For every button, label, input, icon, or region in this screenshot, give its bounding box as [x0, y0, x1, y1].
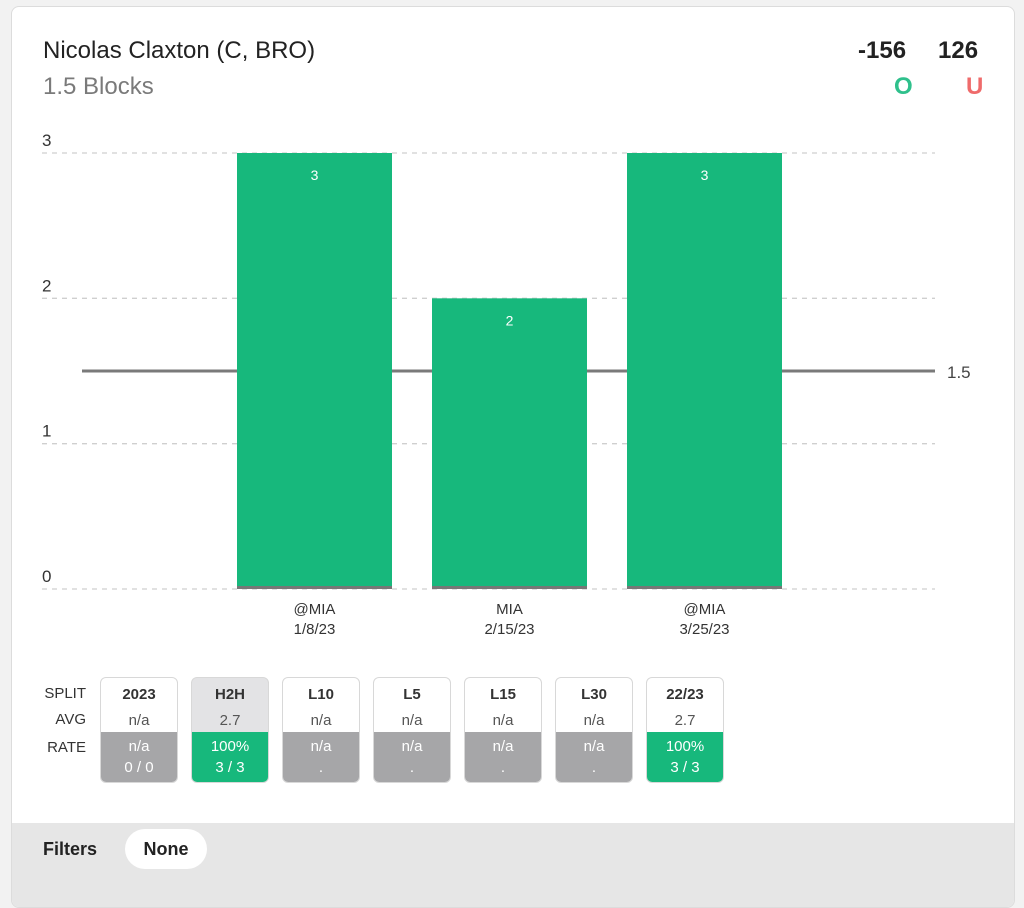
split-rate: n/a. [374, 732, 450, 782]
bar [432, 298, 587, 589]
y-tick-label: 2 [42, 276, 51, 295]
prop-card: Nicolas Claxton (C, BRO) 1.5 Blocks -156… [11, 6, 1015, 908]
split-rate: n/a. [283, 732, 359, 782]
bar-value-label: 3 [311, 167, 319, 183]
y-tick-label: 1 [42, 422, 51, 441]
rate-row-label: RATE [47, 739, 86, 756]
split-avg: n/a [401, 712, 423, 729]
split-card[interactable]: 2023 n/a n/a 0 / 0 [100, 677, 178, 783]
split-rate-pct: n/a [401, 738, 423, 755]
x-tick-date: 3/25/23 [679, 621, 729, 638]
under-label[interactable]: U [966, 73, 984, 100]
filters-pill[interactable]: None [125, 829, 207, 869]
x-tick-date: 2/15/23 [484, 621, 534, 638]
split-avg: 2.7 [674, 712, 696, 729]
bar [237, 153, 392, 589]
split-rate: 100% 3 / 3 [192, 732, 268, 782]
x-tick-opponent: MIA [496, 601, 523, 618]
filters-bar: Filters None [12, 823, 1014, 907]
split-rate-pct: n/a [128, 738, 150, 755]
bar-value-label: 3 [701, 167, 709, 183]
over-label[interactable]: O [894, 73, 913, 100]
game-log-chart: 0 1 2 3 1.5 3 @MIA 1/8/23 2 MIA 2/15/23 3 @MIA 3/25/2… [42, 131, 971, 638]
split-card[interactable]: L15 n/a n/a. [464, 677, 542, 783]
split-avg: n/a [310, 712, 332, 729]
split-rate-frac: . [409, 759, 415, 776]
split-rate-pct: 100% [210, 738, 250, 755]
bar [627, 153, 782, 589]
split-avg: n/a [128, 712, 150, 729]
y-tick-label: 3 [42, 131, 51, 150]
under-odds[interactable]: 126 [938, 37, 979, 64]
split-rate-frac: . [500, 759, 506, 776]
split-rate-pct: 100% [665, 738, 705, 755]
avg-row-label: AVG [55, 711, 86, 728]
split-avg: n/a [583, 712, 605, 729]
split-rate-pct: n/a [310, 738, 332, 755]
splits-table: SPLIT AVG RATE 2023 n/a n/a 0 / 0 H2H 2.7 100%… [12, 677, 1014, 797]
split-rate-frac: 0 / 0 [124, 759, 154, 776]
x-tick-opponent: @MIA [684, 601, 726, 618]
split-rate-frac: 3 / 3 [670, 759, 700, 776]
split-rate-frac: . [318, 759, 324, 776]
split-card[interactable]: L10 n/a n/a. [282, 677, 360, 783]
x-tick-opponent: @MIA [294, 601, 336, 618]
x-tick-date: 1/8/23 [294, 621, 336, 638]
split-rate-pct: n/a [492, 738, 514, 755]
player-name: Nicolas Claxton (C, BRO) [43, 37, 316, 64]
threshold-label: 1.5 [947, 363, 971, 382]
split-label: L5 [403, 686, 421, 703]
over-odds[interactable]: -156 [858, 37, 907, 64]
split-avg: 2.7 [219, 712, 241, 729]
split-rate: n/a. [556, 732, 632, 782]
filters-label: Filters [43, 839, 98, 859]
split-rate: 100% 3 / 3 [647, 732, 723, 782]
split-label: 2023 [122, 686, 156, 703]
split-rate-pct: n/a [583, 738, 605, 755]
split-card[interactable]: 22/23 2.7 100% 3 / 3 [646, 677, 724, 783]
split-label: L10 [308, 686, 334, 703]
split-rate: n/a 0 / 0 [101, 732, 177, 782]
split-label: L15 [490, 686, 516, 703]
split-rate: n/a. [465, 732, 541, 782]
split-label: 22/23 [666, 686, 704, 703]
split-card[interactable]: L30 n/a n/a. [555, 677, 633, 783]
split-card[interactable]: L5 n/a n/a. [373, 677, 451, 783]
bar-base [627, 586, 782, 589]
split-rate-frac: . [591, 759, 597, 776]
split-label: L30 [581, 686, 607, 703]
split-label: H2H [214, 686, 245, 703]
split-avg: n/a [492, 712, 514, 729]
split-card[interactable]: H2H 2.7 100% 3 / 3 [191, 677, 269, 783]
y-tick-label: 0 [42, 567, 51, 586]
bar-value-label: 2 [506, 312, 514, 328]
bar-base [237, 586, 392, 589]
market-label: 1.5 Blocks [43, 73, 154, 100]
bar-base [432, 586, 587, 589]
split-row-label: SPLIT [44, 685, 86, 702]
split-rate-frac: 3 / 3 [215, 759, 245, 776]
